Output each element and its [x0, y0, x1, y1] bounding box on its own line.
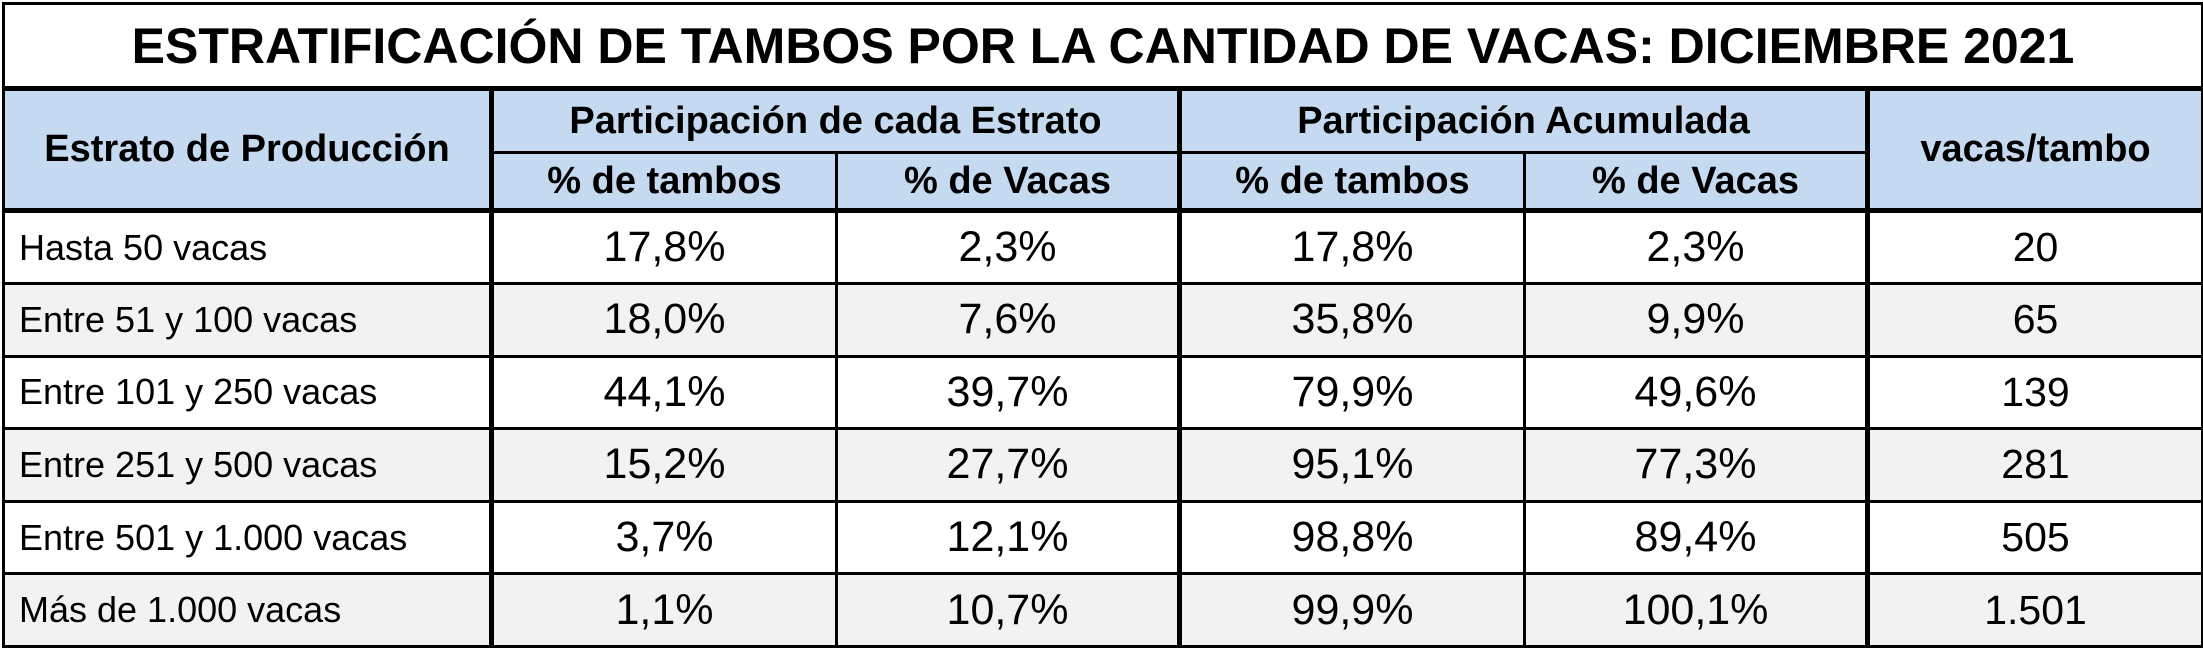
subheader-acum-pct-vacas: % de Vacas	[1523, 151, 1870, 214]
row-label: Entre 51 y 100 vacas	[2, 281, 494, 358]
table-row: Hasta 50 vacas 17,8% 2,3% 17,8% 2,3% 20	[2, 209, 2203, 285]
cell-vacas-tambo: 1.501	[1865, 572, 2203, 648]
cell-acum-pct-tambos: 98,8%	[1178, 499, 1526, 576]
cell-acum-pct-vacas: 49,6%	[1523, 354, 1870, 431]
header-estrato: Estrato de Producción	[2, 87, 494, 214]
cell-vacas-tambo: 139	[1865, 354, 2203, 431]
row-label: Entre 101 y 250 vacas	[2, 354, 494, 431]
table-row: Más de 1.000 vacas 1,1% 10,7% 99,9% 100,…	[2, 572, 2203, 648]
cell-acum-pct-vacas: 77,3%	[1523, 427, 1870, 503]
cell-acum-pct-tambos: 95,1%	[1178, 427, 1526, 503]
table-row: Entre 501 y 1.000 vacas 3,7% 12,1% 98,8%…	[2, 499, 2203, 576]
cell-pct-vacas: 27,7%	[835, 427, 1182, 503]
cell-pct-tambos: 18,0%	[490, 281, 838, 358]
table-row: Entre 251 y 500 vacas 15,2% 27,7% 95,1% …	[2, 427, 2203, 503]
cell-acum-pct-vacas: 100,1%	[1523, 572, 1870, 648]
cell-pct-vacas: 39,7%	[835, 354, 1182, 431]
table-row: Entre 51 y 100 vacas 18,0% 7,6% 35,8% 9,…	[2, 281, 2203, 358]
cell-acum-pct-vacas: 89,4%	[1523, 499, 1870, 576]
table-row: Entre 101 y 250 vacas 44,1% 39,7% 79,9% …	[2, 354, 2203, 431]
cell-acum-pct-tambos: 79,9%	[1178, 354, 1526, 431]
row-label: Hasta 50 vacas	[2, 209, 494, 285]
cell-acum-pct-tambos: 35,8%	[1178, 281, 1526, 358]
cell-pct-tambos: 15,2%	[490, 427, 838, 503]
cell-vacas-tambo: 20	[1865, 209, 2203, 285]
cell-acum-pct-vacas: 9,9%	[1523, 281, 1870, 358]
cell-pct-tambos: 1,1%	[490, 572, 838, 648]
cell-acum-pct-tambos: 99,9%	[1178, 572, 1526, 648]
cell-vacas-tambo: 505	[1865, 499, 2203, 576]
header-vacas-tambo: vacas/tambo	[1865, 87, 2203, 214]
cell-pct-tambos: 17,8%	[490, 209, 838, 285]
row-label: Más de 1.000 vacas	[2, 572, 494, 648]
cell-acum-pct-tambos: 17,8%	[1178, 209, 1526, 285]
cell-pct-vacas: 2,3%	[835, 209, 1182, 285]
cell-pct-vacas: 7,6%	[835, 281, 1182, 358]
cell-pct-tambos: 3,7%	[490, 499, 838, 576]
header-group-acumulada: Participación Acumulada	[1178, 87, 1870, 155]
table-title: ESTRATIFICACIÓN DE TAMBOS POR LA CANTIDA…	[1, 1, 2203, 92]
subheader-pct-vacas: % de Vacas	[835, 151, 1182, 214]
row-label: Entre 251 y 500 vacas	[2, 427, 494, 503]
subheader-pct-tambos: % de tambos	[490, 151, 838, 214]
cell-pct-vacas: 12,1%	[835, 499, 1182, 576]
cell-vacas-tambo: 281	[1865, 427, 2203, 503]
header-group-participacion: Participación de cada Estrato	[490, 87, 1182, 155]
cell-pct-vacas: 10,7%	[835, 572, 1182, 648]
subheader-acum-pct-tambos: % de tambos	[1178, 151, 1526, 214]
cell-vacas-tambo: 65	[1865, 281, 2203, 358]
row-label: Entre 501 y 1.000 vacas	[2, 499, 494, 576]
cell-pct-tambos: 44,1%	[490, 354, 838, 431]
cell-acum-pct-vacas: 2,3%	[1523, 209, 1870, 285]
